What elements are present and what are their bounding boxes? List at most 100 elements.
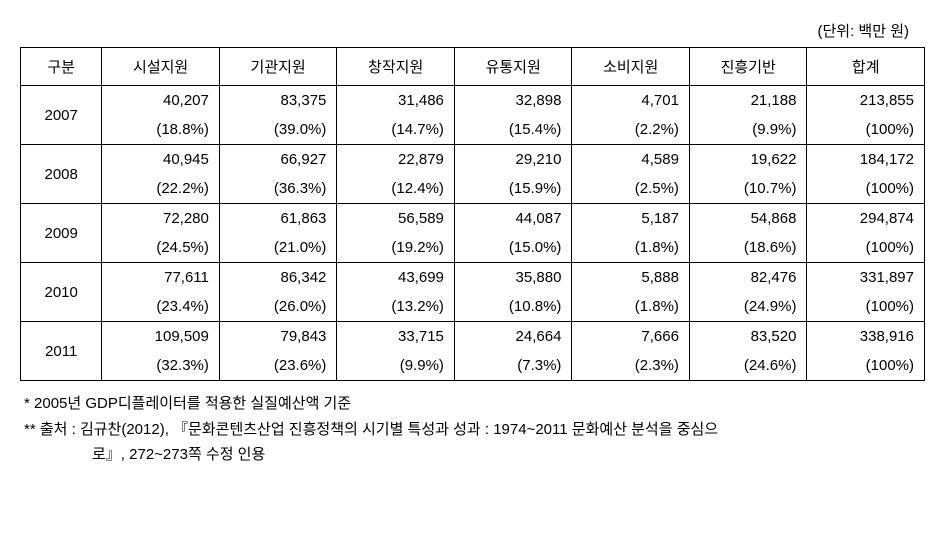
value-cell: 54,868 xyxy=(689,204,807,234)
col-header: 기관지원 xyxy=(219,48,337,86)
pct-cell: (19.2%) xyxy=(337,233,455,263)
value-cell: 40,945 xyxy=(102,145,220,175)
value-cell: 19,622 xyxy=(689,145,807,175)
table-row: 201077,61186,34243,69935,8805,88882,4763… xyxy=(21,263,925,293)
value-cell: 66,927 xyxy=(219,145,337,175)
pct-cell: (100%) xyxy=(807,292,925,322)
col-header: 창작지원 xyxy=(337,48,455,86)
value-cell: 29,210 xyxy=(454,145,572,175)
pct-cell: (23.6%) xyxy=(219,351,337,381)
pct-cell: (10.8%) xyxy=(454,292,572,322)
pct-cell: (14.7%) xyxy=(337,115,455,145)
pct-cell: (12.4%) xyxy=(337,174,455,204)
table-row: (22.2%)(36.3%)(12.4%)(15.9%)(2.5%)(10.7%… xyxy=(21,174,925,204)
pct-cell: (2.5%) xyxy=(572,174,690,204)
value-cell: 86,342 xyxy=(219,263,337,293)
footnotes: * 2005년 GDP디플레이터를 적용한 실질예산액 기준 ** 출처 : 김… xyxy=(20,391,925,468)
pct-cell: (1.8%) xyxy=(572,292,690,322)
table-header-row: 구분 시설지원 기관지원 창작지원 유통지원 소비지원 진흥기반 합계 xyxy=(21,48,925,86)
value-cell: 31,486 xyxy=(337,86,455,116)
pct-cell: (24.5%) xyxy=(102,233,220,263)
table-row: 200740,20783,37531,48632,8984,70121,1882… xyxy=(21,86,925,116)
value-cell: 83,520 xyxy=(689,322,807,352)
pct-cell: (39.0%) xyxy=(219,115,337,145)
pct-cell: (100%) xyxy=(807,115,925,145)
value-cell: 7,666 xyxy=(572,322,690,352)
table-row: (23.4%)(26.0%)(13.2%)(10.8%)(1.8%)(24.9%… xyxy=(21,292,925,322)
col-header: 합계 xyxy=(807,48,925,86)
pct-cell: (9.9%) xyxy=(689,115,807,145)
table-row: 2011109,50979,84333,71524,6647,66683,520… xyxy=(21,322,925,352)
value-cell: 4,701 xyxy=(572,86,690,116)
pct-cell: (15.0%) xyxy=(454,233,572,263)
value-cell: 79,843 xyxy=(219,322,337,352)
value-cell: 82,476 xyxy=(689,263,807,293)
pct-cell: (26.0%) xyxy=(219,292,337,322)
pct-cell: (15.9%) xyxy=(454,174,572,204)
col-header: 구분 xyxy=(21,48,102,86)
value-cell: 22,879 xyxy=(337,145,455,175)
value-cell: 35,880 xyxy=(454,263,572,293)
value-cell: 24,664 xyxy=(454,322,572,352)
table-row: (18.8%)(39.0%)(14.7%)(15.4%)(2.2%)(9.9%)… xyxy=(21,115,925,145)
col-header: 진흥기반 xyxy=(689,48,807,86)
pct-cell: (36.3%) xyxy=(219,174,337,204)
value-cell: 338,916 xyxy=(807,322,925,352)
pct-cell: (100%) xyxy=(807,174,925,204)
col-header: 유통지원 xyxy=(454,48,572,86)
value-cell: 4,589 xyxy=(572,145,690,175)
pct-cell: (18.8%) xyxy=(102,115,220,145)
col-header: 소비지원 xyxy=(572,48,690,86)
value-cell: 5,187 xyxy=(572,204,690,234)
budget-table: 구분 시설지원 기관지원 창작지원 유통지원 소비지원 진흥기반 합계 2007… xyxy=(20,47,925,381)
year-cell: 2010 xyxy=(21,263,102,322)
value-cell: 213,855 xyxy=(807,86,925,116)
pct-cell: (13.2%) xyxy=(337,292,455,322)
pct-cell: (10.7%) xyxy=(689,174,807,204)
value-cell: 40,207 xyxy=(102,86,220,116)
pct-cell: (32.3%) xyxy=(102,351,220,381)
value-cell: 21,188 xyxy=(689,86,807,116)
pct-cell: (15.4%) xyxy=(454,115,572,145)
col-header: 시설지원 xyxy=(102,48,220,86)
pct-cell: (2.3%) xyxy=(572,351,690,381)
value-cell: 61,863 xyxy=(219,204,337,234)
year-cell: 2007 xyxy=(21,86,102,145)
pct-cell: (24.9%) xyxy=(689,292,807,322)
year-cell: 2011 xyxy=(21,322,102,381)
table-row: 200972,28061,86356,58944,0875,18754,8682… xyxy=(21,204,925,234)
unit-label: (단위: 백만 원) xyxy=(20,20,925,41)
value-cell: 331,897 xyxy=(807,263,925,293)
value-cell: 77,611 xyxy=(102,263,220,293)
footnote-2-line1: ** 출처 : 김규찬(2012), 『문화콘텐츠산업 진흥정책의 시기별 특성… xyxy=(24,417,925,443)
pct-cell: (9.9%) xyxy=(337,351,455,381)
value-cell: 109,509 xyxy=(102,322,220,352)
pct-cell: (18.6%) xyxy=(689,233,807,263)
year-cell: 2008 xyxy=(21,145,102,204)
footnote-1: * 2005년 GDP디플레이터를 적용한 실질예산액 기준 xyxy=(24,391,925,417)
value-cell: 72,280 xyxy=(102,204,220,234)
value-cell: 83,375 xyxy=(219,86,337,116)
pct-cell: (7.3%) xyxy=(454,351,572,381)
pct-cell: (21.0%) xyxy=(219,233,337,263)
value-cell: 44,087 xyxy=(454,204,572,234)
value-cell: 184,172 xyxy=(807,145,925,175)
value-cell: 5,888 xyxy=(572,263,690,293)
pct-cell: (24.6%) xyxy=(689,351,807,381)
value-cell: 33,715 xyxy=(337,322,455,352)
year-cell: 2009 xyxy=(21,204,102,263)
value-cell: 56,589 xyxy=(337,204,455,234)
table-row: 200840,94566,92722,87929,2104,58919,6221… xyxy=(21,145,925,175)
pct-cell: (23.4%) xyxy=(102,292,220,322)
value-cell: 294,874 xyxy=(807,204,925,234)
pct-cell: (100%) xyxy=(807,233,925,263)
footnote-2-line2: 로』, 272~273쪽 수정 인용 xyxy=(24,442,925,468)
table-row: (32.3%)(23.6%)(9.9%)(7.3%)(2.3%)(24.6%)(… xyxy=(21,351,925,381)
value-cell: 43,699 xyxy=(337,263,455,293)
value-cell: 32,898 xyxy=(454,86,572,116)
table-row: (24.5%)(21.0%)(19.2%)(15.0%)(1.8%)(18.6%… xyxy=(21,233,925,263)
pct-cell: (2.2%) xyxy=(572,115,690,145)
pct-cell: (100%) xyxy=(807,351,925,381)
pct-cell: (1.8%) xyxy=(572,233,690,263)
pct-cell: (22.2%) xyxy=(102,174,220,204)
